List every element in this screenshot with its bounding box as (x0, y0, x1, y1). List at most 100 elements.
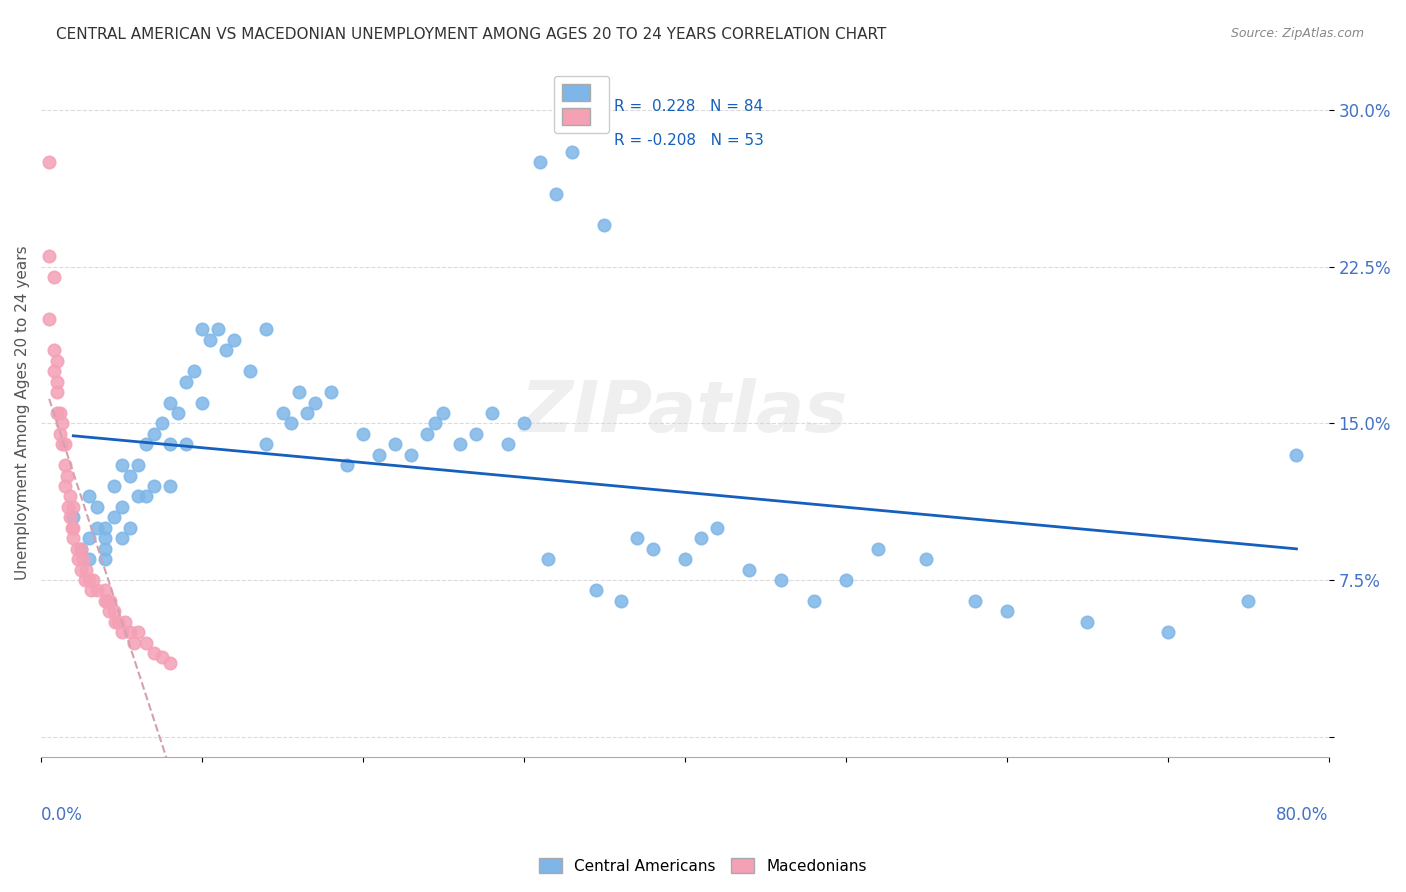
Point (295, 406, 318, 420)
Point (96, 594, 118, 608)
Point (97, 604, 120, 618)
Point (53, 458, 76, 472)
Point (86, 521, 108, 535)
Point (336, 458, 359, 472)
Point (103, 479, 125, 493)
Point (58, 500, 80, 514)
Text: Source: ZipAtlas.com: Source: ZipAtlas.com (1230, 27, 1364, 40)
Point (915, 552, 938, 566)
Point (159, 657, 181, 671)
Point (280, 417, 302, 431)
Point (593, 218, 616, 232)
Point (70, 562, 93, 576)
Point (319, 385, 342, 400)
Point (46, 406, 69, 420)
Point (215, 343, 238, 358)
Point (1285, 448, 1308, 462)
Point (110, 500, 132, 514)
Point (124, 635, 146, 649)
Point (98, 594, 121, 608)
Point (142, 479, 165, 493)
Point (46, 385, 69, 400)
Point (86, 583, 108, 598)
Point (770, 573, 793, 587)
Point (38, 155, 60, 169)
Point (118, 521, 141, 535)
Point (127, 458, 149, 472)
Point (963, 594, 986, 608)
Point (42, 343, 65, 358)
Point (995, 604, 1018, 618)
Point (803, 594, 825, 608)
Point (449, 437, 471, 451)
Point (150, 417, 173, 431)
Text: R =  0.228   N = 84: R = 0.228 N = 84 (614, 99, 763, 114)
Point (159, 437, 181, 451)
Point (38, 312, 60, 326)
Point (127, 625, 149, 640)
Point (42, 364, 65, 378)
Point (59, 490, 82, 504)
Point (46, 375, 69, 389)
Point (546, 186, 568, 201)
Y-axis label: Unemployment Among Ages 20 to 24 years: Unemployment Among Ages 20 to 24 years (15, 245, 30, 581)
Point (224, 333, 246, 347)
Point (80, 583, 103, 598)
Point (142, 646, 165, 660)
Point (384, 437, 406, 451)
Point (416, 426, 439, 441)
Point (60, 521, 83, 535)
Legend: , : , (554, 76, 609, 133)
Point (79, 552, 101, 566)
Point (706, 521, 728, 535)
Point (481, 406, 503, 420)
Point (585, 583, 607, 598)
Point (271, 406, 294, 420)
Point (609, 594, 631, 608)
Point (49, 426, 72, 441)
Point (198, 333, 221, 347)
Point (62, 510, 84, 524)
Point (51, 437, 73, 451)
Point (65, 541, 87, 556)
Point (62, 500, 84, 514)
Point (159, 395, 181, 409)
Point (368, 448, 391, 462)
Point (104, 615, 127, 629)
Point (86, 500, 108, 514)
Point (135, 635, 157, 649)
Point (641, 541, 664, 556)
Point (53, 437, 76, 451)
Point (1157, 625, 1180, 640)
Point (401, 448, 423, 462)
Point (529, 155, 551, 169)
Point (94, 552, 117, 566)
Legend: Central Americans, Macedonians: Central Americans, Macedonians (533, 852, 873, 880)
Point (738, 562, 761, 576)
Point (62, 521, 84, 535)
Point (239, 364, 262, 378)
Point (79, 573, 101, 587)
Text: CENTRAL AMERICAN VS MACEDONIAN UNEMPLOYMENT AMONG AGES 20 TO 24 YEARS CORRELATIO: CENTRAL AMERICAN VS MACEDONIAN UNEMPLOYM… (56, 27, 887, 42)
Point (513, 417, 536, 431)
Point (174, 437, 197, 451)
Point (46, 353, 69, 368)
Point (118, 625, 141, 640)
Point (94, 541, 117, 556)
Point (49, 406, 72, 420)
Point (110, 531, 132, 545)
Point (183, 364, 205, 378)
Point (94, 531, 117, 545)
Point (42, 270, 65, 285)
Point (464, 426, 486, 441)
Point (866, 541, 889, 556)
Point (287, 385, 309, 400)
Text: 0.0%: 0.0% (41, 805, 83, 823)
Point (1237, 594, 1260, 608)
Point (191, 395, 214, 409)
Point (127, 490, 149, 504)
Point (67, 552, 90, 566)
Point (51, 417, 73, 431)
Point (1076, 615, 1098, 629)
Point (835, 573, 858, 587)
